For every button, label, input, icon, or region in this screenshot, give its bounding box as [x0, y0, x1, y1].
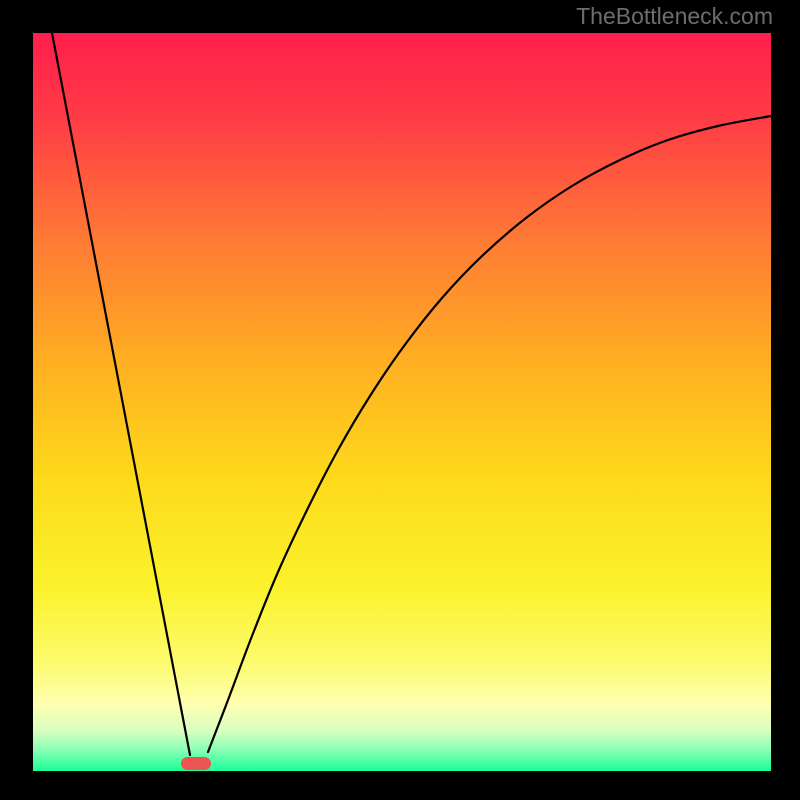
chart-container: TheBottleneck.com: [0, 0, 800, 800]
dip-marker: [181, 757, 211, 770]
curve-layer: [0, 0, 800, 800]
bottleneck-curve: [52, 33, 771, 755]
watermark-text: TheBottleneck.com: [576, 3, 773, 30]
